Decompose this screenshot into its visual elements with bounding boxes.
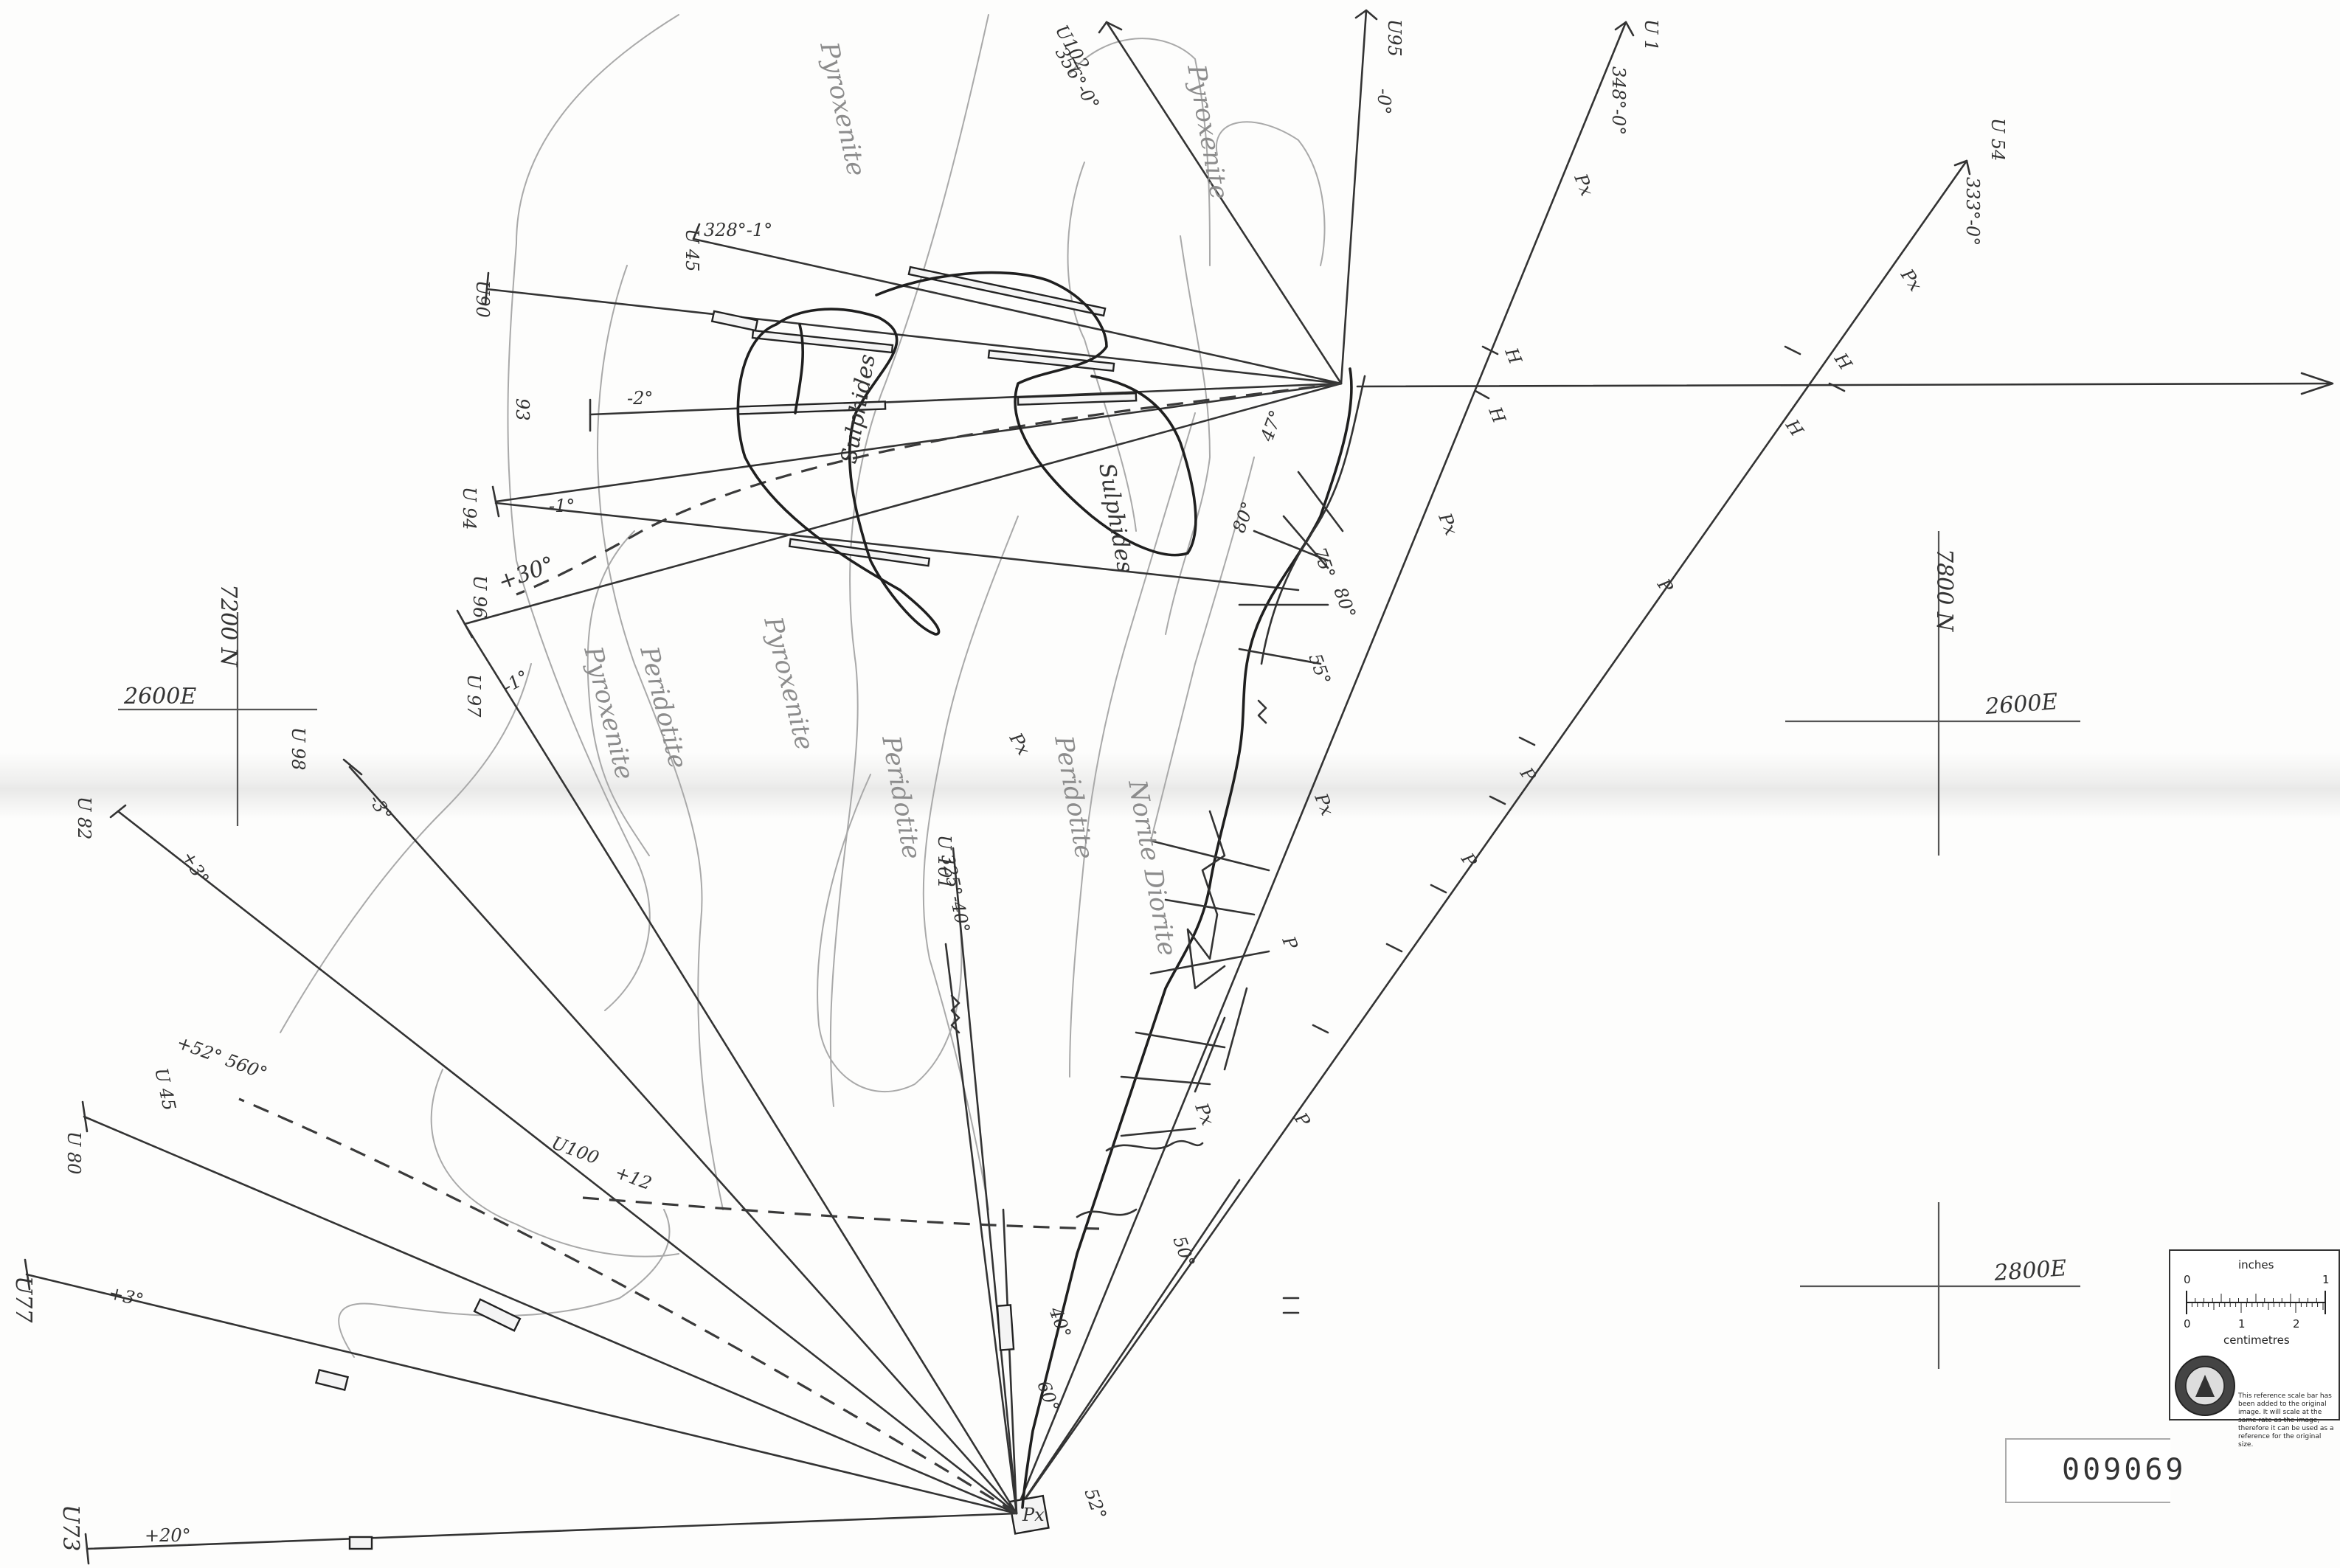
label-u101: U 101 [934,835,955,889]
scale-inch-tick-1: 1 [2322,1273,2330,1286]
label-u96-dip: +30° [495,552,558,596]
scale-cm-tick-0: 0 [2184,1317,2191,1331]
label-u98-dip: -3° [365,791,396,825]
label-dip-1: 47° [1256,407,1287,444]
label-dip-2: 80° [1228,499,1259,535]
label-u54: U 54 [1987,118,2008,161]
label-u73-dip: +20° [145,1525,191,1546]
label-peridotite-2: Peridotite [876,733,927,862]
scale-ruler [2186,1291,2326,1314]
scale-inch-tick-0: 0 [2184,1273,2191,1286]
label-contact-h-3: H [1830,349,1856,375]
label-u45-bottom: U 45 [150,1066,180,1112]
label-grid-2600e-left: 2600E [123,684,196,710]
label-u77-dip: +3° [107,1283,146,1311]
label-dip-6: 50° [1169,1233,1199,1270]
label-grid-7800n: 7800 N [1931,549,1957,633]
label-u54-az: 333°-0° [1962,177,1983,246]
label-contact-px-3: Px [1434,510,1462,538]
south-collar-fan [24,622,1050,1565]
label-u1: U 1 [1641,19,1661,51]
label-u100: U100 [549,1132,602,1168]
label-pyroxenite-4: Pyroxenite [578,643,640,783]
label-u90: U90 [472,280,493,318]
label-contact-p-4: P [1278,933,1302,953]
label-u94: U 94 [459,487,480,530]
label-u95-dip: -0° [1374,89,1394,114]
label-pyroxenite-1: Pyroxenite [814,39,871,179]
ne-holes [1014,21,1971,1515]
label-contact-px-4: Px [1005,729,1034,759]
label-u80: U 80 [63,1131,84,1174]
reference-scale-bar: inches 0 1 0 1 2 centimetres This refere… [2169,1249,2340,1449]
label-grid-7200n: 7200 N [215,584,241,668]
label-dip-7: 40° [1045,1304,1075,1341]
core-intervals [314,266,1138,1550]
label-dip-9: 52° [1080,1485,1110,1522]
label-norite-diorite: Norite Diorite [1122,777,1182,959]
handwritten-labels: U102 356°-0° U95 -0° U 1 348°-0° U 54 33… [10,19,2068,1551]
sulphide-outlines [736,271,1197,636]
scale-centimetres-label: centimetres [2223,1333,2290,1347]
label-sulphide-2: Sulphides [1093,461,1138,575]
label-contact-h-1: H [1500,344,1526,368]
label-u45-top-az: 328°-1° [704,220,772,240]
label-u45-bottom-az: +52° 560° [174,1032,270,1083]
scale-inches-label: inches [2238,1258,2274,1272]
label-u98: U 98 [288,727,308,770]
label-u45-top: U 45 [682,229,702,271]
label-u95: U95 [1384,19,1405,57]
label-contact-h-2: H [1484,403,1510,427]
label-u94-dip: -1° [549,496,575,516]
label-u96: U 96 [469,575,490,618]
label-u82: U 82 [74,797,94,839]
document-number: 009069 [2062,1453,2187,1487]
label-contact-p-5: P [1290,1109,1314,1131]
contact-zone [1021,367,1366,1509]
label-u101-az: 325°-40° [937,852,974,934]
faint-contacts [280,14,1326,1358]
label-dip-3: 75° [1309,544,1339,581]
baseline-arrow [1356,372,2334,395]
scale-ticks [2186,1294,2326,1313]
label-pyroxenite-2: Pyroxenite [1181,62,1234,202]
label-peridotite-1: Peridotite [634,643,693,772]
label-grid-2600e-right: 2600E [1984,689,2059,720]
label-contact-px-6: Px [1191,1100,1219,1128]
label-u97: U 97 [463,674,484,718]
label-grid-2800e: 2800E [1993,1255,2068,1286]
label-u93-dip: -2° [627,388,653,409]
mineral-symbols [950,699,1300,1314]
label-contact-px-2: Px [1896,265,1926,295]
survey-seal [2175,1356,2235,1416]
label-u100-dip: +12 [612,1162,654,1194]
label-u93: 93 [512,398,533,421]
label-contact-p-2: P [1515,763,1540,786]
label-u77: U77 [10,1276,36,1323]
label-u97-dip: -1° [499,666,533,697]
label-dip-4: 80° [1329,584,1360,621]
scale-cm-tick-2: 2 [2293,1317,2300,1331]
document-number-stamp: 009069 [2005,1438,2184,1503]
label-pyroxenite-3: Pyroxenite [758,614,820,754]
label-u1-az: 348°-0° [1608,66,1629,135]
scale-note: This reference scale bar has been added … [2238,1392,2334,1449]
dashed-projections [238,382,1342,1515]
label-contact-px-1: Px [1570,170,1598,199]
label-u73: U73 [58,1505,83,1551]
label-contact-px-7: Px [1022,1505,1045,1525]
label-dip-5: 55° [1304,651,1335,687]
label-contact-px-5: Px [1310,790,1338,819]
contact-ticks [1312,345,1846,1034]
scale-cm-tick-1: 1 [2238,1317,2246,1331]
north-collar-holes [456,9,1378,639]
grid-crosses [118,531,2080,1369]
